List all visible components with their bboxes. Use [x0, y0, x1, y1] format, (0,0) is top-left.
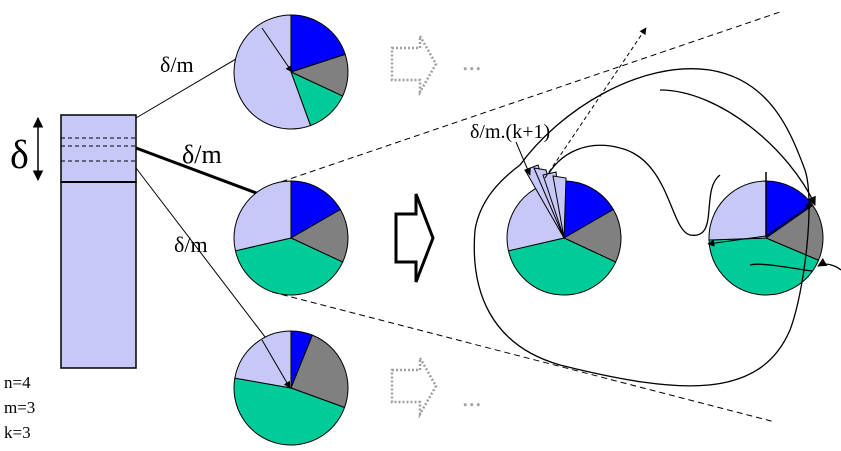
param-k: k=3 [4, 423, 31, 442]
pie-result-1-slice-gray [562, 208, 622, 263]
loop-outer [473, 68, 810, 387]
pie-top-slice-blue [290, 14, 346, 73]
loop-curve-arrow-1 [659, 89, 816, 206]
pie-mid-slice-blue [290, 180, 342, 239]
fan-wedges [524, 164, 567, 239]
loop-curve-arrow-2 [749, 263, 813, 272]
pie-bot [233, 330, 349, 446]
source-bar-top [60, 114, 137, 183]
dotted-arrow-bot [390, 353, 438, 419]
label-dm-bot: δ/m [174, 232, 208, 257]
pie-bot-slice-gray [290, 334, 349, 409]
dashed-arrow-up [544, 27, 647, 179]
source-bar-body [60, 181, 137, 369]
loop-curve-arrow-3 [817, 257, 841, 271]
ellipsis-top: ... [462, 47, 482, 76]
ellipsis-bot: ... [462, 383, 482, 412]
result2-arrow-c [707, 235, 767, 247]
pie-result-2-slice-lavender [708, 180, 767, 241]
label-dm-k1: δ/m.(k+1) [470, 121, 550, 143]
pie-mid-slice-green [234, 237, 344, 296]
param-n: n=4 [4, 373, 31, 392]
pie-mid-slice-gray [289, 208, 349, 263]
pie-mid-slice-lavender [233, 180, 292, 252]
cone-upper [271, 11, 781, 186]
pie-mid [233, 180, 349, 296]
k1-leader [515, 141, 531, 176]
pie-top-inner-arrow [261, 27, 293, 73]
pie-bot-inner-arrow [261, 339, 291, 389]
cone-lower [271, 291, 776, 423]
pie-top-slice-lavender [233, 14, 312, 130]
source-bar [60, 114, 137, 369]
transform-arrow [394, 193, 435, 283]
delta-label: δ [10, 132, 29, 177]
arrow-to-bot [135, 167, 276, 351]
pie-bot-slice-green [233, 377, 346, 446]
pie-result-1-slice-green [507, 237, 617, 296]
result2-arrow-b [765, 203, 813, 237]
dotted-arrow-top [390, 31, 438, 97]
param-m: m=3 [4, 398, 35, 417]
label-dm-top: δ/m [160, 52, 194, 77]
pie-bot-slice-lavender [234, 330, 292, 389]
loop-inner [544, 144, 721, 236]
pie-result-2-slice-green [708, 237, 820, 296]
label-dm-mid: δ/m [182, 140, 222, 169]
pie-top [233, 14, 349, 130]
